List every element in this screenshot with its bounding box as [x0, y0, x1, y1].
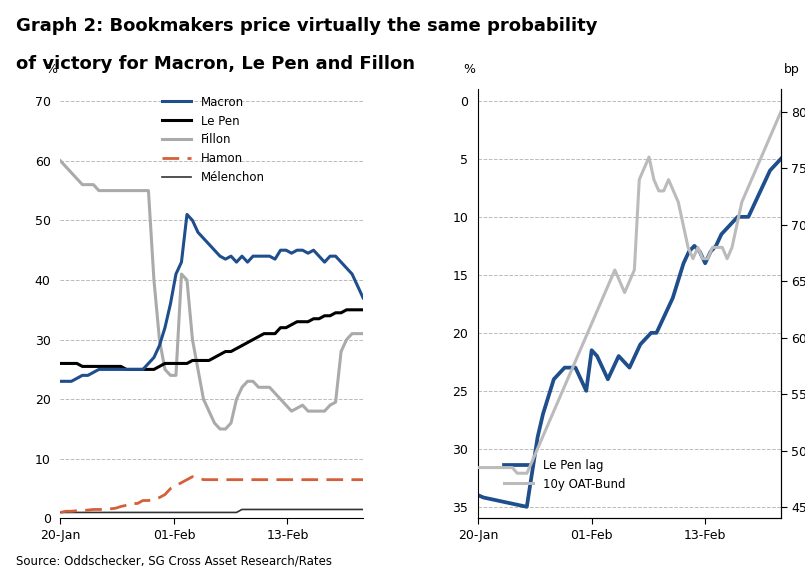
Text: %: % [45, 63, 57, 77]
Legend: Le Pen lag, 10y OAT-Bund: Le Pen lag, 10y OAT-Bund [499, 454, 630, 495]
Legend: Macron, Le Pen, Fillon, Hamon, Mélenchon: Macron, Le Pen, Fillon, Hamon, Mélenchon [157, 91, 270, 189]
Text: bp: bp [784, 63, 799, 77]
Text: of victory for Macron, Le Pen and Fillon: of victory for Macron, Le Pen and Fillon [16, 55, 415, 73]
Text: Source: Oddschecker, SG Cross Asset Research/Rates: Source: Oddschecker, SG Cross Asset Rese… [16, 554, 332, 567]
Text: %: % [463, 63, 475, 77]
Text: Graph 2: Bookmakers price virtually the same probability: Graph 2: Bookmakers price virtually the … [16, 17, 597, 35]
